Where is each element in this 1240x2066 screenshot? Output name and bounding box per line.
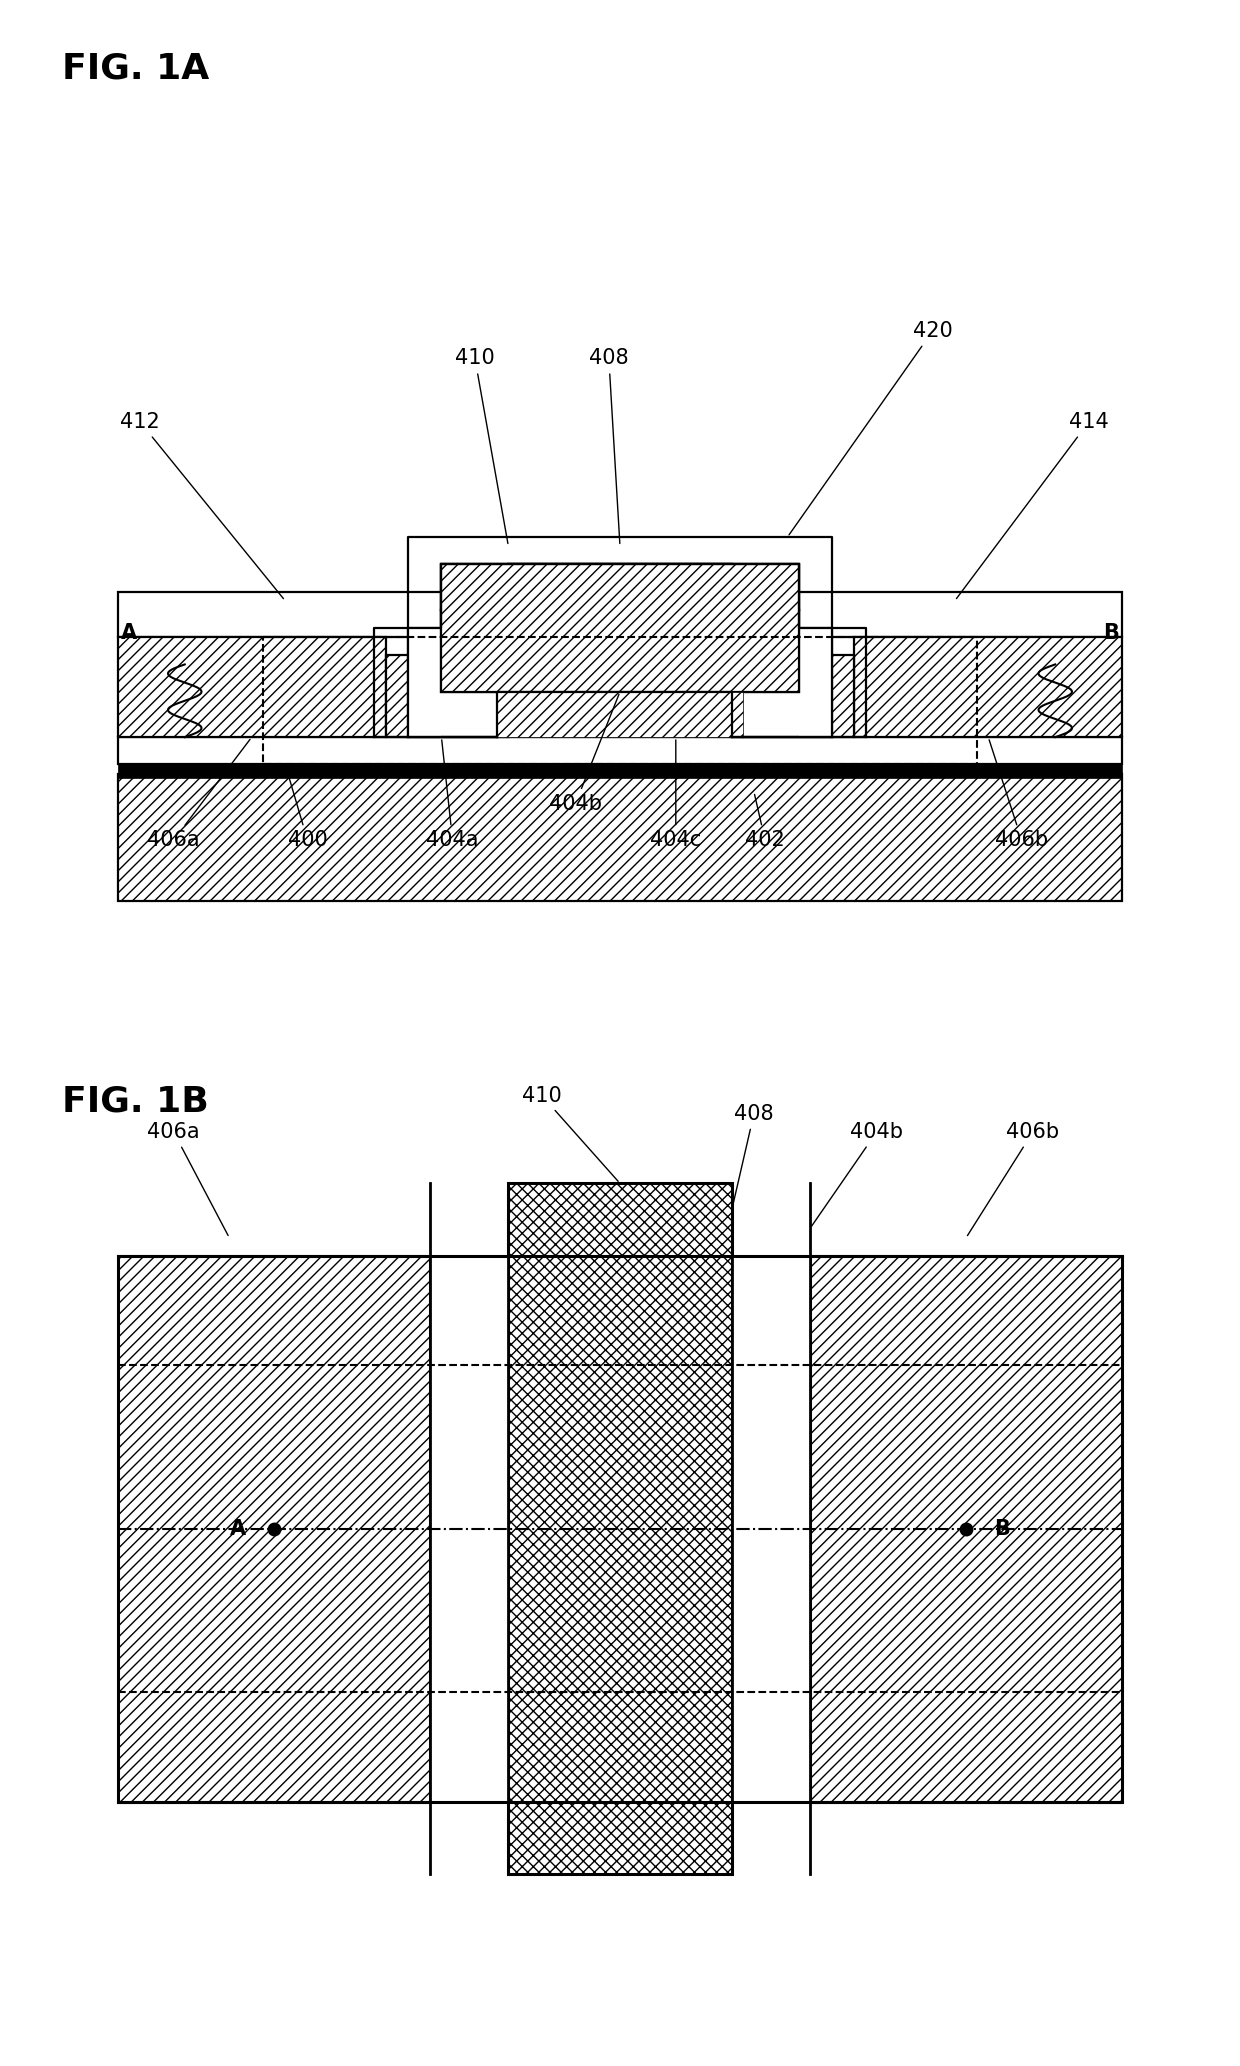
Text: 406a: 406a: [148, 1122, 228, 1235]
Text: 402: 402: [745, 795, 785, 851]
Bar: [118, 764, 1122, 779]
Text: 408: 408: [589, 349, 629, 543]
Bar: [441, 564, 799, 609]
Bar: [810, 1256, 1122, 1802]
Bar: [508, 564, 732, 692]
Bar: [732, 1256, 810, 1802]
Bar: [408, 628, 508, 738]
Bar: [441, 609, 508, 692]
Text: A: A: [120, 622, 138, 643]
Bar: [441, 564, 799, 692]
Text: B: B: [994, 1519, 1009, 1539]
Bar: [118, 1256, 430, 1802]
Text: 410: 410: [455, 349, 508, 543]
Text: 406b: 406b: [967, 1122, 1059, 1235]
Bar: [732, 609, 799, 692]
Bar: [118, 773, 1122, 901]
Bar: [441, 564, 799, 609]
Text: 412: 412: [120, 411, 284, 599]
Bar: [732, 609, 799, 692]
Text: 404b: 404b: [811, 1122, 903, 1227]
Text: 406a: 406a: [148, 740, 250, 851]
Bar: [386, 655, 497, 738]
Text: B: B: [1104, 622, 1118, 643]
Bar: [743, 655, 854, 738]
Text: A: A: [229, 1519, 246, 1539]
Bar: [430, 1256, 508, 1802]
Bar: [508, 564, 732, 692]
Bar: [799, 628, 832, 738]
Bar: [497, 692, 743, 738]
Text: 400: 400: [286, 766, 327, 851]
Text: 414: 414: [956, 411, 1109, 599]
Bar: [441, 564, 799, 591]
Text: 404a: 404a: [427, 740, 479, 851]
Text: 420: 420: [789, 320, 952, 535]
Bar: [408, 628, 441, 738]
Text: 410: 410: [522, 1085, 619, 1182]
Text: 408: 408: [733, 1103, 774, 1209]
Text: FIG. 1B: FIG. 1B: [62, 1085, 208, 1118]
Bar: [497, 692, 743, 738]
Text: 404b: 404b: [549, 694, 619, 814]
Bar: [732, 628, 832, 738]
Bar: [854, 636, 1122, 738]
Bar: [118, 636, 386, 738]
Bar: [441, 609, 508, 692]
Text: FIG. 1A: FIG. 1A: [62, 52, 210, 85]
Bar: [508, 1184, 732, 1874]
Bar: [118, 738, 1122, 764]
Bar: [118, 591, 1122, 636]
Text: 406b: 406b: [990, 740, 1048, 851]
Text: 404c: 404c: [650, 740, 702, 851]
